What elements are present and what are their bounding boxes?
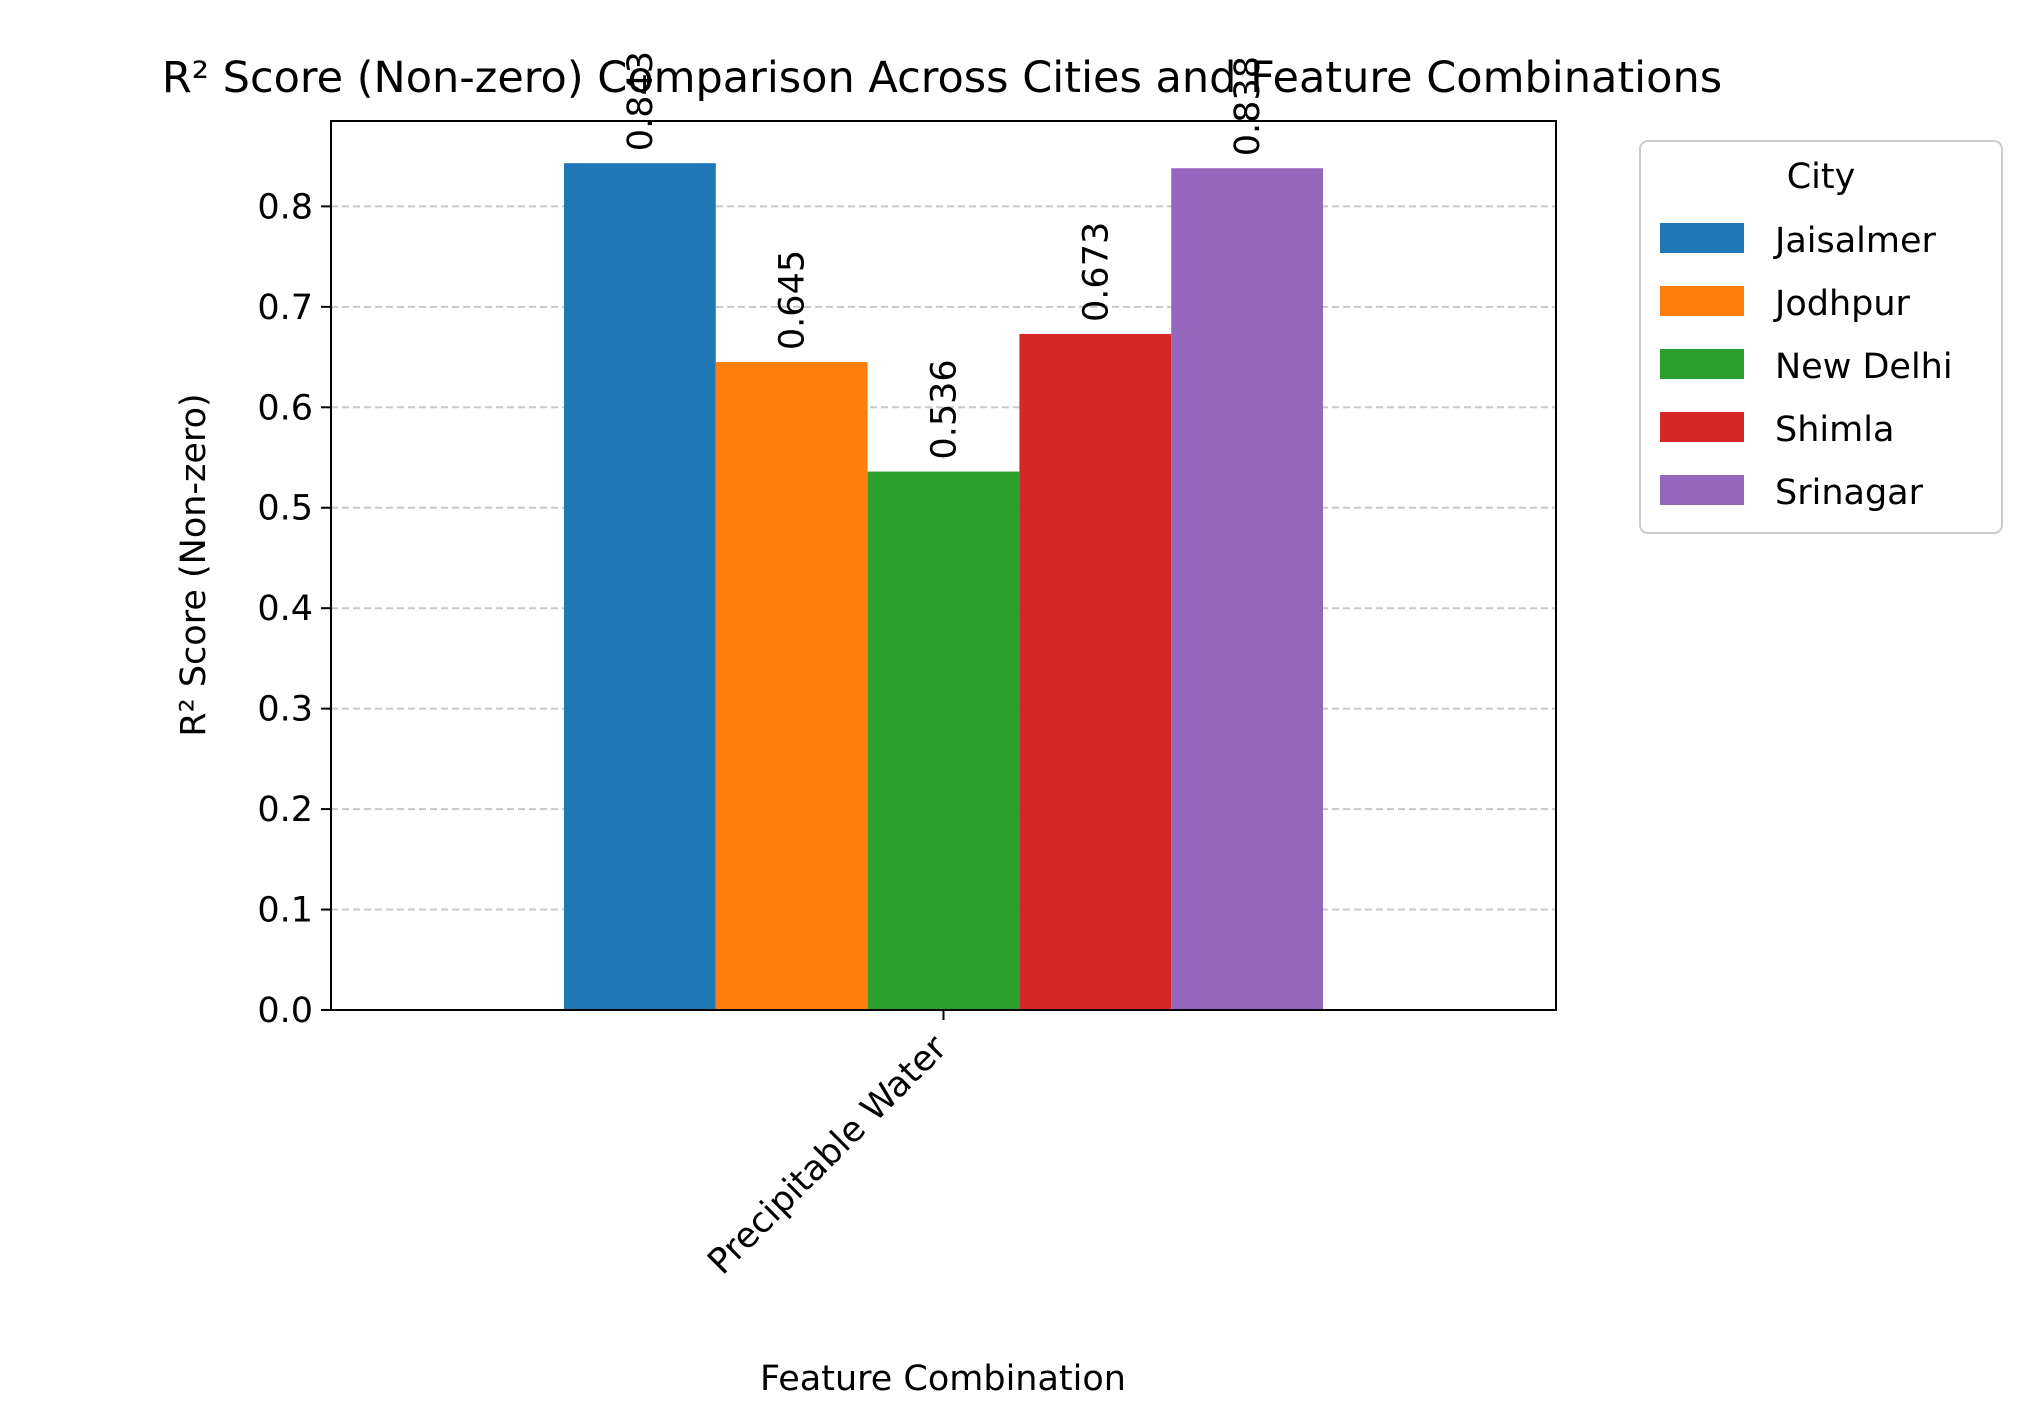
y-axis: 0.0 0.1 0.2 0.3 0.4 0.5 0.6 0.7 0.8 — [257, 187, 331, 1031]
legend-title: City — [1787, 157, 1856, 197]
y-tick-label: 0.2 — [257, 790, 313, 830]
y-axis-title: R² Score (Non-zero) — [174, 393, 214, 736]
bar-srinagar — [1171, 168, 1324, 1011]
legend-swatch — [1660, 286, 1744, 316]
legend-label: Jaisalmer — [1773, 221, 1937, 261]
y-tick-label: 0.4 — [257, 589, 313, 629]
bar-value-labels: 0.843 0.645 0.536 0.673 0.838 — [621, 51, 1268, 460]
legend: City Jaisalmer Jodhpur New Delhi Shimla Srin… — [1639, 140, 2003, 534]
legend-swatch — [1660, 475, 1744, 505]
bar-value-label: 0.838 — [1228, 56, 1268, 156]
y-tick-label: 0.3 — [257, 690, 313, 730]
bar-jaisalmer — [563, 163, 716, 1011]
bar-value-label: 0.645 — [773, 250, 813, 350]
x-axis-title: Feature Combination — [760, 1359, 1126, 1399]
bar-value-label: 0.843 — [621, 51, 661, 151]
y-tick-label: 0.8 — [257, 187, 313, 227]
y-tick-label: 0.7 — [257, 288, 313, 328]
legend-swatch — [1660, 223, 1744, 253]
y-tick-label: 0.0 — [257, 991, 313, 1031]
bar-value-label: 0.536 — [925, 359, 965, 459]
bar-value-label: 0.673 — [1076, 222, 1116, 322]
bar-shimla — [1019, 333, 1172, 1010]
legend-label: Shimla — [1775, 410, 1894, 450]
chart-title: R² Score (Non-zero) Comparison Across Ci… — [162, 53, 1722, 103]
legend-label: Srinagar — [1775, 473, 1924, 513]
bar-jodhpur — [715, 362, 868, 1011]
y-tick-label: 0.1 — [257, 891, 313, 931]
bar-group — [563, 163, 1324, 1011]
y-tick-label: 0.6 — [257, 388, 313, 428]
y-gridlines — [331, 205, 1556, 911]
legend-swatch — [1660, 349, 1744, 379]
bar-new-delhi — [867, 471, 1020, 1010]
y-tick-label: 0.5 — [257, 489, 313, 529]
legend-label: Jodhpur — [1773, 284, 1911, 324]
legend-label: New Delhi — [1775, 347, 1953, 387]
legend-swatch — [1660, 412, 1744, 442]
